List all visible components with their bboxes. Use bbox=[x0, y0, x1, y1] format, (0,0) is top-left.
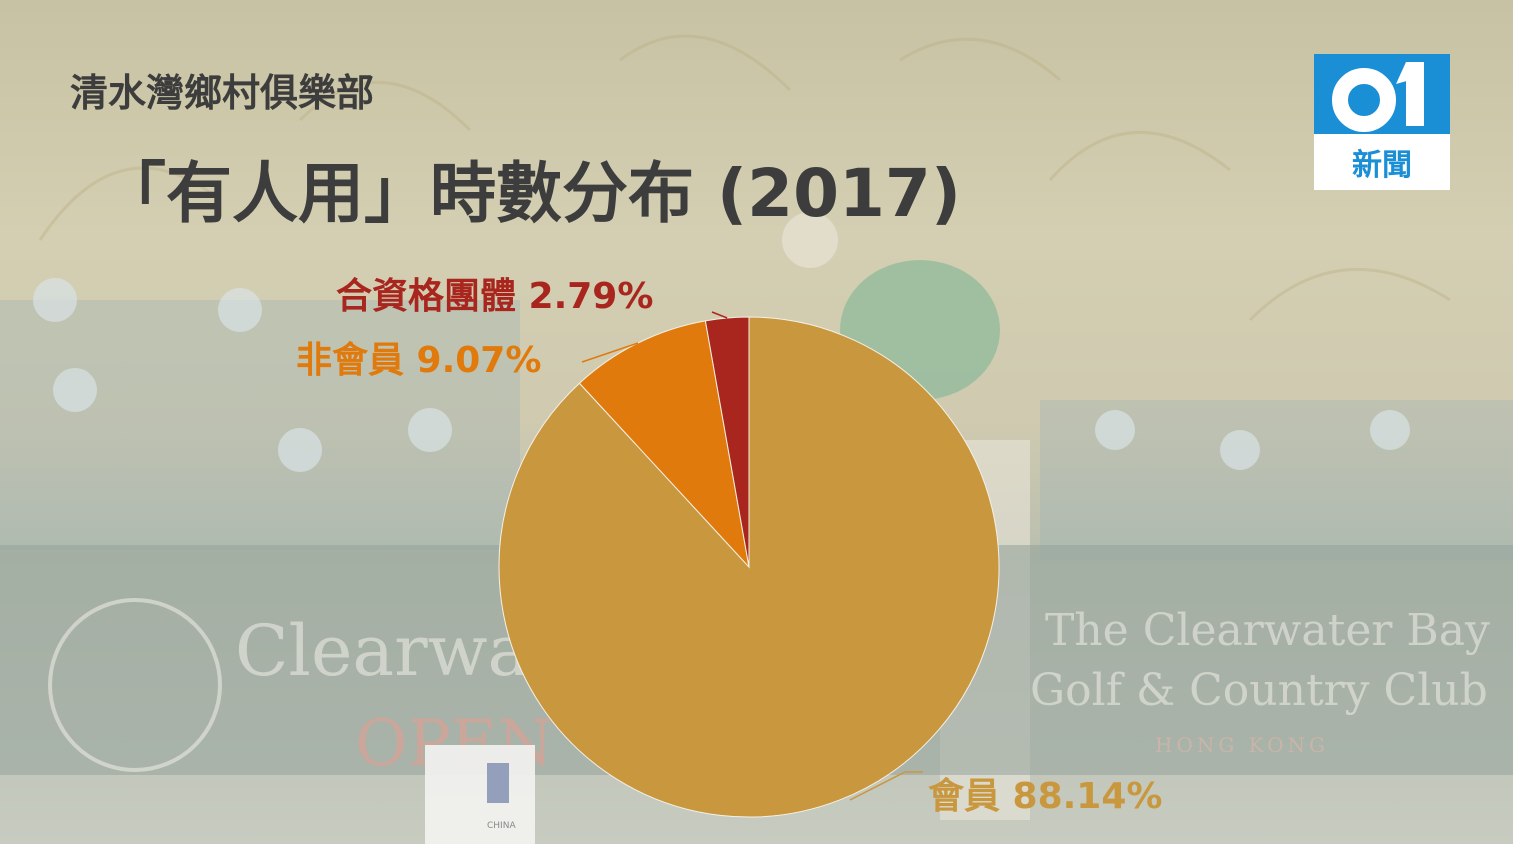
data-label-1: 會員 88.14% bbox=[928, 776, 1162, 817]
chart-subtitle: 清水灣鄉村俱樂部 bbox=[70, 71, 375, 115]
svg-text:CHINA: CHINA bbox=[487, 821, 516, 831]
logo-bottom-block bbox=[1314, 134, 1450, 190]
leader-line-1 bbox=[849, 771, 923, 801]
logo-top-block bbox=[1314, 54, 1450, 134]
chart-title: 「有人用」時數分布 (2017) bbox=[100, 155, 961, 232]
pie-slice-2 bbox=[578, 320, 750, 569]
leader-line-2 bbox=[581, 342, 639, 363]
logo-01-mark-icon bbox=[1332, 62, 1424, 132]
data-label-2: 非會員 9.07% bbox=[296, 340, 541, 381]
svg-text:Golf & Country Club: Golf & Country Club bbox=[1030, 665, 1488, 716]
hk01-logo-icon: 新聞 bbox=[1314, 54, 1450, 190]
logo-text: 新聞 bbox=[1352, 148, 1412, 183]
svg-text:Clearwat: Clearwat bbox=[235, 610, 557, 692]
svg-text:The Clearwater Bay: The Clearwater Bay bbox=[1045, 605, 1490, 656]
leader-line-3 bbox=[711, 311, 728, 319]
data-label-3: 合資格團體 2.79% bbox=[336, 276, 653, 317]
svg-text:HONG KONG: HONG KONG bbox=[1155, 733, 1329, 757]
